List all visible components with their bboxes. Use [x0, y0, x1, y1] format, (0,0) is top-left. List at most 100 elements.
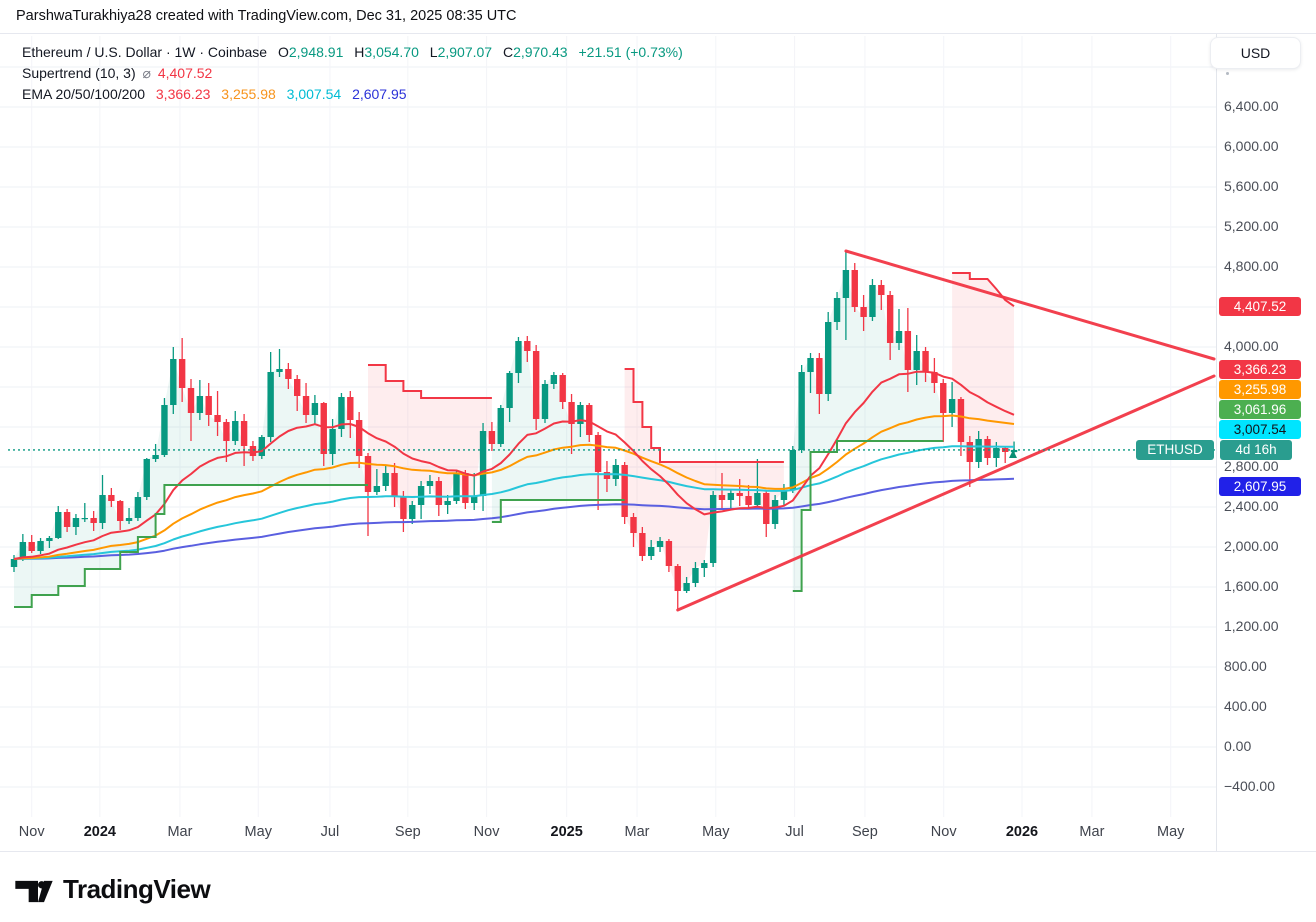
legend-symbol-row[interactable]: Ethereum / U.S. Dollar · 1W · Coinbase O…	[22, 42, 683, 63]
candle-down	[320, 403, 327, 454]
candle-up	[143, 459, 150, 497]
price-badge: 3,255.98	[1219, 380, 1301, 400]
candle-up	[842, 270, 850, 298]
supertrend-label: Supertrend (10, 3)	[22, 65, 136, 81]
candle-down	[630, 517, 637, 533]
price-tick-label: −400.00	[1224, 778, 1275, 794]
candle-up	[833, 298, 841, 322]
ema50-line	[13, 414, 1015, 560]
candle-up	[471, 496, 478, 503]
candle-down	[878, 285, 885, 295]
candle-down	[816, 358, 823, 394]
candle-down	[435, 481, 442, 505]
candle-up	[807, 358, 814, 372]
candle-down	[586, 405, 593, 435]
last-bar-marker	[1009, 450, 1017, 458]
candle-down	[532, 351, 540, 419]
price-badge: 3,061.96	[1219, 400, 1301, 420]
candle-up	[55, 512, 62, 538]
candle-up	[993, 448, 1000, 458]
candle-up	[913, 351, 920, 370]
candle-down	[28, 542, 35, 551]
attribution-text: ParshwaTurakhiya28 created with TradingV…	[16, 8, 517, 24]
price-axis-separator	[1216, 34, 1217, 851]
price-tick-label: 0.00	[1224, 738, 1252, 754]
time-axis[interactable]: Nov 2024 Mar May Jul Sep Nov 2025 Mar May Jul Sep No…	[0, 822, 1216, 846]
chart-legend: Ethereum / U.S. Dollar · 1W · Coinbase O…	[22, 42, 683, 105]
descending-resistance-trendline[interactable]	[844, 249, 1216, 361]
candle-up	[506, 373, 513, 408]
candle-down	[904, 331, 912, 370]
ema100-value: 3,007.54	[286, 86, 342, 102]
candle-up	[444, 501, 451, 505]
candle-up	[709, 495, 717, 563]
candle-up	[258, 437, 265, 456]
candle-down	[957, 399, 965, 442]
candle-up	[81, 518, 88, 520]
candle-down	[594, 435, 602, 472]
currency-button[interactable]: USD	[1210, 37, 1301, 69]
candle-down	[63, 512, 71, 527]
ascending-support-trendline[interactable]	[676, 374, 1216, 612]
candle-up	[426, 481, 434, 486]
price-tick-label: 6,400.00	[1224, 98, 1279, 114]
candle-up	[232, 421, 239, 441]
time-tick-month: Jul	[320, 824, 340, 840]
candle-down	[214, 415, 221, 422]
time-tick-month: Sep	[852, 824, 878, 840]
candle-up	[771, 500, 779, 524]
candle-up	[577, 405, 584, 424]
supertrend-fill-up	[792, 270, 944, 591]
symbol-title: Ethereum / U.S. Dollar · 1W · Coinbase	[22, 44, 268, 60]
candle-up	[10, 559, 18, 567]
candle-down	[391, 473, 398, 496]
change-value: +21.51 (+0.73%)	[578, 44, 683, 60]
candle-down	[347, 397, 354, 420]
supertrend-line-up	[14, 484, 368, 608]
candle-up	[656, 541, 664, 547]
candle-up	[754, 493, 761, 505]
candle-down	[621, 465, 628, 517]
price-axis[interactable]: 6,400.00 6,000.00 5,600.00 5,200.00 4,800.00…	[1216, 0, 1316, 860]
supertrend-fill-down	[368, 365, 492, 519]
legend-ema-row[interactable]: EMA 20/50/100/200 3,366.23 3,255.98 3,00…	[22, 84, 683, 105]
tradingview-logo[interactable]: TradingView	[14, 872, 211, 907]
supertrend-line-up	[792, 440, 944, 592]
time-tick-year: 2026	[1005, 824, 1039, 840]
price-tick-label: 2,000.00	[1224, 538, 1279, 554]
time-tick-year: 2025	[550, 824, 583, 840]
time-tick-month: Mar	[624, 824, 650, 840]
candle-down	[249, 446, 257, 456]
supertrend-line-down	[368, 364, 492, 399]
time-tick-month: Mar	[167, 824, 193, 840]
candle-up	[37, 541, 44, 551]
candle-down	[922, 351, 929, 372]
candle-up	[46, 538, 53, 541]
price-chart[interactable]	[0, 0, 1216, 818]
candle-up	[683, 583, 690, 591]
ema200-value: 2,607.95	[352, 86, 407, 102]
candle-down	[559, 375, 566, 402]
price-badge: 3,007.54	[1219, 420, 1301, 440]
ema20-line	[13, 370, 1015, 560]
legend-supertrend-row[interactable]: Supertrend (10, 3) ⌀ 4,407.52	[22, 63, 683, 84]
candle-down	[1002, 448, 1009, 452]
price-tick-label: 5,600.00	[1224, 178, 1279, 194]
price-tick-label: 6,000.00	[1224, 138, 1279, 154]
candle-down	[665, 541, 673, 566]
candle-down	[860, 307, 867, 317]
candle-down	[674, 566, 681, 591]
price-badge: 3,366.23	[1219, 360, 1301, 380]
candle-up	[373, 486, 381, 492]
price-tick-label: 2,400.00	[1224, 498, 1279, 514]
candle-up	[453, 473, 460, 501]
candle-down	[108, 495, 115, 501]
price-tick-label: 4,000.00	[1224, 338, 1279, 354]
countdown-badge: 4d 16h	[1220, 439, 1292, 460]
candle-up	[329, 429, 336, 454]
candle-up	[550, 375, 558, 384]
price-tick-label: 4,800.00	[1224, 258, 1279, 274]
candle-down	[851, 270, 858, 307]
candle-up	[409, 505, 416, 519]
candle-down	[966, 442, 973, 462]
